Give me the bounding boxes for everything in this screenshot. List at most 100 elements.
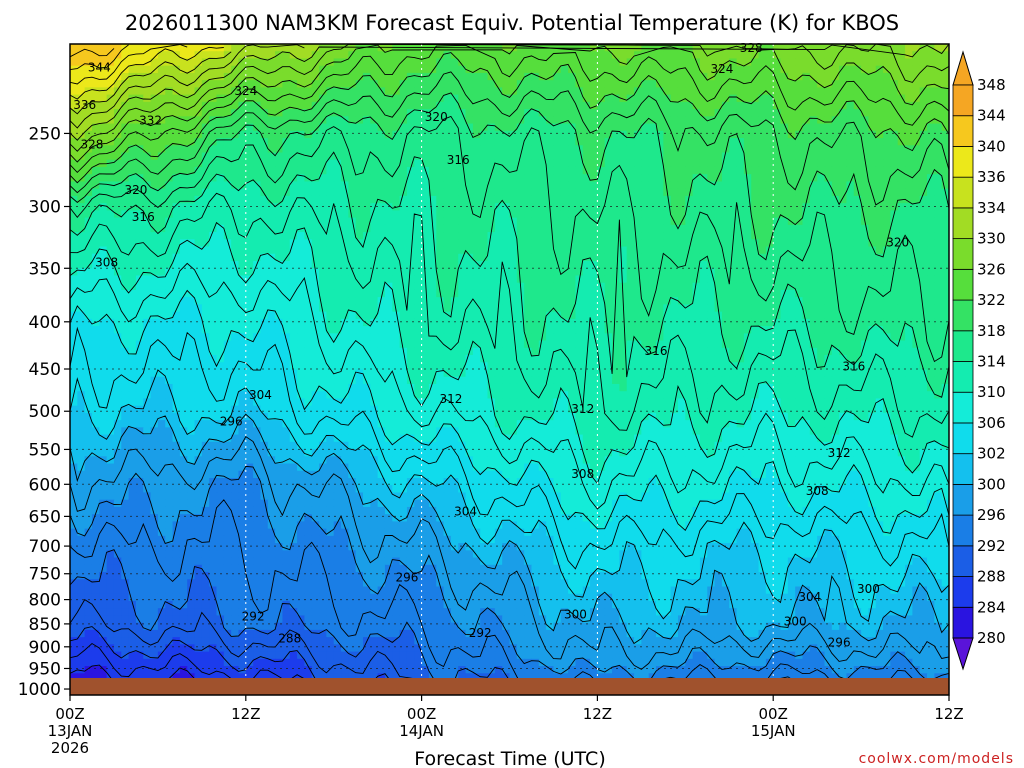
field-cell [883,333,891,342]
field-cell [143,224,152,233]
field-cell [824,275,833,284]
field-cell [428,65,437,74]
field-cell [927,304,935,313]
field-cell [670,289,679,298]
field-cell [494,87,503,96]
field-cell [201,239,210,248]
field-cell [699,246,708,255]
field-cell [187,246,196,255]
field-cell [480,181,489,190]
field-cell [590,166,598,175]
field-cell [795,318,804,327]
field-cell [384,246,393,255]
field-cell [941,282,949,291]
field-cell [853,311,862,320]
field-cell [165,87,174,96]
field-cell [458,138,467,146]
field-cell [363,188,371,197]
field-cell [677,145,686,154]
field-cell [780,44,789,52]
field-cell [846,297,855,305]
field-cell [289,109,298,117]
field-cell [231,326,240,334]
field-cell [91,239,100,248]
field-cell [714,333,723,342]
field-cell [297,94,305,103]
field-cell [875,224,884,233]
field-cell [692,80,701,88]
field-cell [758,80,767,88]
field-cell [773,188,782,197]
field-cell [597,58,606,67]
field-cell [736,304,745,313]
field-cell [721,318,730,327]
field-cell [282,58,291,67]
field-cell [604,109,613,117]
field-cell [348,224,357,233]
field-cell [311,340,320,349]
field-cell [905,333,913,342]
field-cell [157,326,166,334]
field-cell [443,188,452,197]
field-cell [604,65,613,74]
field-cell [656,318,664,327]
field-cell [780,210,789,219]
field-cell [363,159,371,168]
field-cell [113,232,122,240]
field-cell [831,253,840,262]
field-cell [883,152,891,161]
field-cell [377,138,386,146]
field-cell [656,44,664,52]
field-cell [590,311,598,320]
field-cell [260,80,269,88]
field-cell [143,138,152,146]
field-cell [363,289,371,298]
field-cell [553,130,562,139]
field-cell [179,232,188,240]
field-cell [729,80,738,88]
field-cell [560,253,569,262]
field-cell [216,318,225,327]
field-cell [319,181,327,190]
field-cell [341,232,349,240]
field-cell [289,58,298,67]
field-cell [421,116,430,125]
field-cell [934,246,943,255]
field-cell [341,210,349,219]
field-cell [714,44,723,52]
field-cell [494,224,503,233]
field-cell [275,152,284,161]
field-cell [934,261,943,269]
field-cell [443,297,452,305]
field-cell [802,130,811,139]
field-cell [677,101,686,110]
field-cell [560,109,569,117]
field-cell [780,253,789,262]
field-cell [875,87,884,96]
field-cell [546,109,555,117]
field-cell [626,116,635,125]
field-cell [297,51,305,60]
field-cell [809,138,818,146]
field-cell [128,268,137,277]
field-cell [143,333,152,342]
field-cell [868,145,877,154]
field-cell [399,166,408,175]
field-cell [531,224,540,233]
field-cell [868,166,877,175]
field-cell [685,195,694,204]
field-cell [919,246,928,255]
field-cell [531,65,540,74]
field-cell [780,275,789,284]
field-cell [231,282,240,291]
field-cell [934,318,943,327]
field-cell [670,130,679,139]
field-cell [670,203,679,211]
field-cell [436,94,445,103]
field-cell [348,109,357,117]
field-cell [736,239,745,248]
field-cell [568,87,577,96]
field-cell [743,58,752,67]
field-cell [143,116,152,125]
field-cell [853,224,862,233]
